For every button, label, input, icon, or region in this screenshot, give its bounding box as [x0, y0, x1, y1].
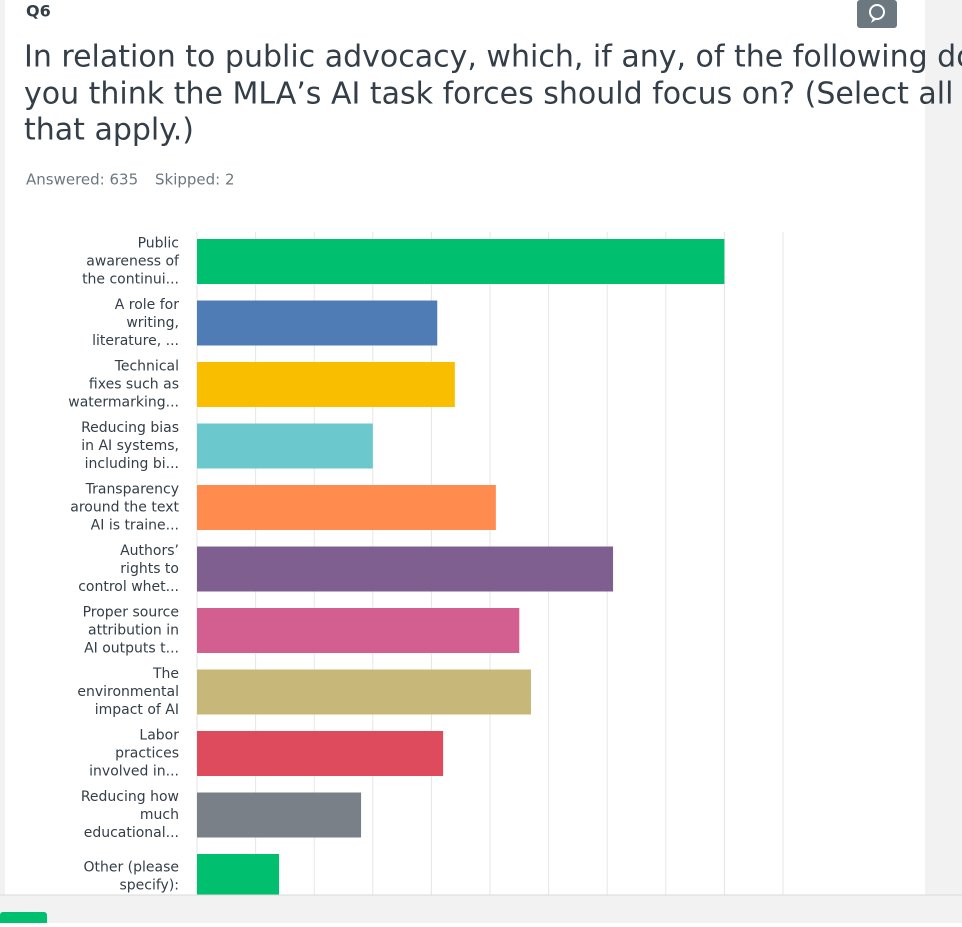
- question-number: Q6: [26, 2, 51, 21]
- y-tick-label: AI outputs t...: [84, 641, 179, 657]
- y-tick-label: A role for: [115, 297, 179, 313]
- y-tick-label: rights to: [120, 561, 179, 577]
- y-tick-label: involved in...: [89, 764, 179, 780]
- y-tick-label: Reducing bias: [81, 420, 179, 436]
- bar: [197, 854, 280, 899]
- y-tick-label: AI is traine...: [91, 518, 179, 534]
- question-title: that apply.): [24, 113, 194, 148]
- y-tick-label: control whet...: [78, 579, 179, 595]
- question-title: In relation to public advocacy, which, i…: [24, 40, 962, 75]
- card: [5, 0, 925, 895]
- y-tick-label: educational...: [84, 825, 179, 841]
- bar: [197, 792, 362, 838]
- y-tick-label: practices: [115, 746, 179, 762]
- y-tick-label: specify):: [119, 878, 179, 894]
- y-tick-label: Reducing how: [81, 789, 179, 805]
- y-tick-label: Transparency: [85, 482, 179, 498]
- y-tick-label: Technical: [114, 359, 179, 375]
- comment-button[interactable]: [857, 0, 897, 28]
- y-tick-label: The: [152, 666, 179, 682]
- bar: [197, 485, 496, 530]
- y-tick-label: awareness of: [86, 254, 180, 270]
- y-tick-label: Proper source: [83, 605, 179, 621]
- y-tick-label: Labor: [139, 728, 179, 744]
- answered-count: Answered: 635: [26, 171, 138, 189]
- footer-strip: [0, 895, 962, 923]
- bar: [197, 239, 725, 284]
- bar: [197, 608, 520, 653]
- plot: Public awareness of the continui... A role …: [68, 232, 784, 899]
- bar: [197, 546, 614, 592]
- comment-icon-tail: [871, 18, 877, 23]
- y-tick-label: watermarking...: [68, 395, 179, 411]
- y-tick-label: in AI systems,: [81, 438, 179, 454]
- y-tick-label: including bi...: [85, 456, 179, 472]
- y-tick-label: impact of AI: [95, 702, 179, 718]
- y-tick-label: Public: [138, 236, 179, 252]
- bar: [197, 731, 444, 776]
- skipped-count: Skipped: 2: [155, 171, 235, 189]
- y-tick-label: Other (please: [83, 860, 179, 876]
- y-tick-label: the continui...: [82, 272, 179, 288]
- y-tick-label: environmental: [77, 684, 179, 700]
- y-tick-label: fixes such as: [89, 377, 179, 393]
- y-tick-label: attribution in: [88, 623, 179, 639]
- bar: [197, 669, 532, 715]
- y-tick-label: literature, ...: [92, 333, 179, 349]
- bar: [197, 423, 373, 469]
- y-tick-label: around the text: [70, 500, 179, 516]
- comment-icon-bg[interactable]: [857, 0, 897, 28]
- y-tick-label: much: [140, 807, 179, 823]
- bar: [197, 362, 455, 407]
- question-title: you think the MLA’s AI task forces shoul…: [24, 77, 953, 112]
- y-tick-label: writing,: [126, 315, 179, 331]
- bar: [197, 300, 438, 346]
- footer-button[interactable]: [0, 912, 47, 926]
- y-tick-label: Authors’: [120, 543, 179, 559]
